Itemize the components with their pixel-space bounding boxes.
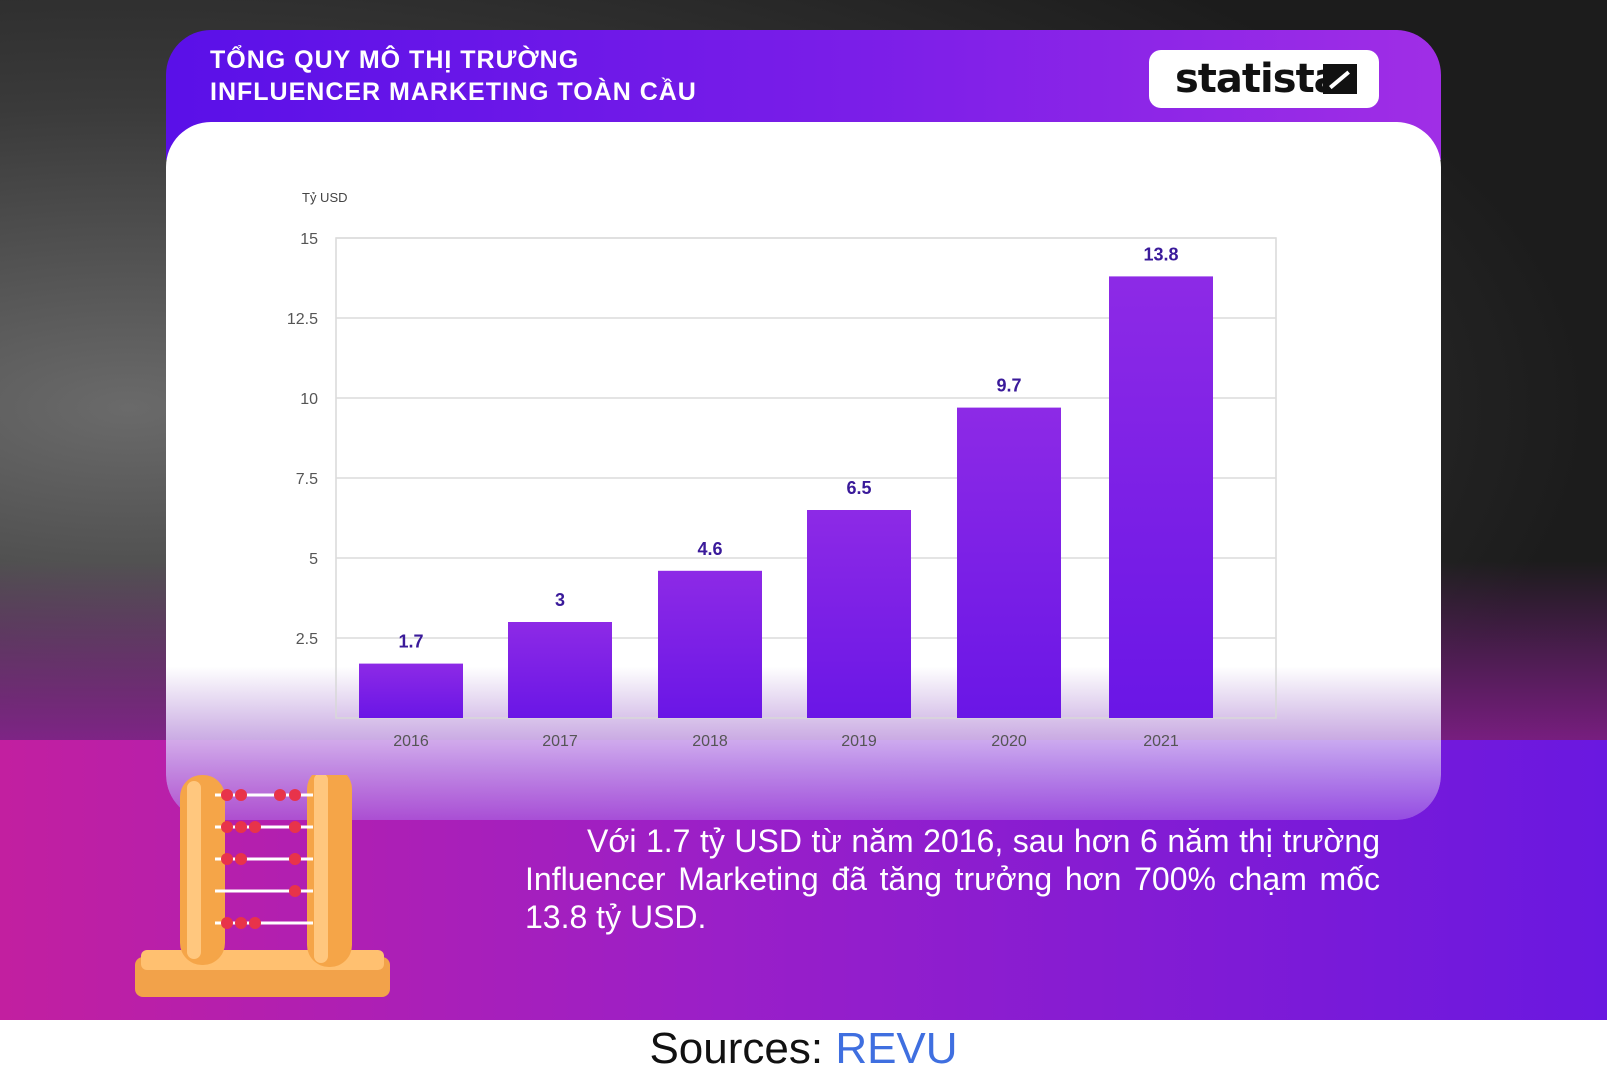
- chart-area: Tỷ USD 15 12.5 10 7.5 5 2.5 1.7 2016 3 2017 4.6 2018…: [166, 122, 1441, 820]
- bar-2020: [957, 407, 1061, 718]
- x-tick-label: 2021: [1143, 733, 1179, 750]
- bar-2016: [359, 663, 463, 718]
- data-label: 1.7: [398, 632, 423, 652]
- y-tick-label: 15: [300, 231, 318, 248]
- source-link[interactable]: REVU: [835, 1024, 958, 1073]
- bar-2019: [807, 510, 911, 718]
- bar-2021: [1109, 276, 1213, 718]
- title-line-2: INFLUENCER MARKETING TOÀN CẦU: [210, 78, 697, 106]
- bar-2018: [658, 570, 762, 718]
- y-tick-label: 5: [309, 551, 318, 568]
- bar-2017: [508, 622, 612, 718]
- sources-label: Sources:: [649, 1024, 836, 1073]
- sources-footer: Sources: REVU: [0, 1024, 1607, 1074]
- data-label: 4.6: [697, 539, 722, 559]
- x-tick-label: 2018: [692, 733, 728, 750]
- bar-chart: Tỷ USD 15 12.5 10 7.5 5 2.5 1.7 2016 3 2017 4.6 2018…: [287, 190, 1277, 750]
- y-tick-label: 12.5: [287, 311, 318, 328]
- y-tick-label: 2.5: [296, 631, 318, 648]
- x-tick-label: 2019: [841, 733, 877, 750]
- x-tick-label: 2020: [991, 733, 1027, 750]
- logo-text: statista: [1175, 56, 1341, 102]
- title-line-1: TỔNG QUY MÔ THỊ TRƯỜNG: [210, 46, 580, 74]
- statista-logo: statista: [1149, 50, 1379, 108]
- card-title: TỔNG QUY MÔ THỊ TRƯỜNG INFLUENCER MARKET…: [210, 44, 697, 108]
- data-label: 9.7: [996, 376, 1021, 396]
- x-tick-label: 2016: [393, 733, 429, 750]
- statista-mark-icon: [1323, 64, 1357, 94]
- data-label: 3: [555, 590, 565, 610]
- y-axis-label: Tỷ USD: [302, 190, 348, 205]
- abacus-illustration: [135, 775, 390, 997]
- chart-card: TỔNG QUY MÔ THỊ TRƯỜNG INFLUENCER MARKET…: [166, 30, 1441, 820]
- data-label: 13.8: [1143, 244, 1178, 264]
- data-label: 6.5: [846, 478, 871, 498]
- caption-text: Với 1.7 tỷ USD từ năm 2016, sau hơn 6 nă…: [525, 823, 1380, 935]
- y-tick-label: 7.5: [296, 471, 318, 488]
- x-tick-label: 2017: [542, 733, 578, 750]
- y-tick-label: 10: [300, 391, 318, 408]
